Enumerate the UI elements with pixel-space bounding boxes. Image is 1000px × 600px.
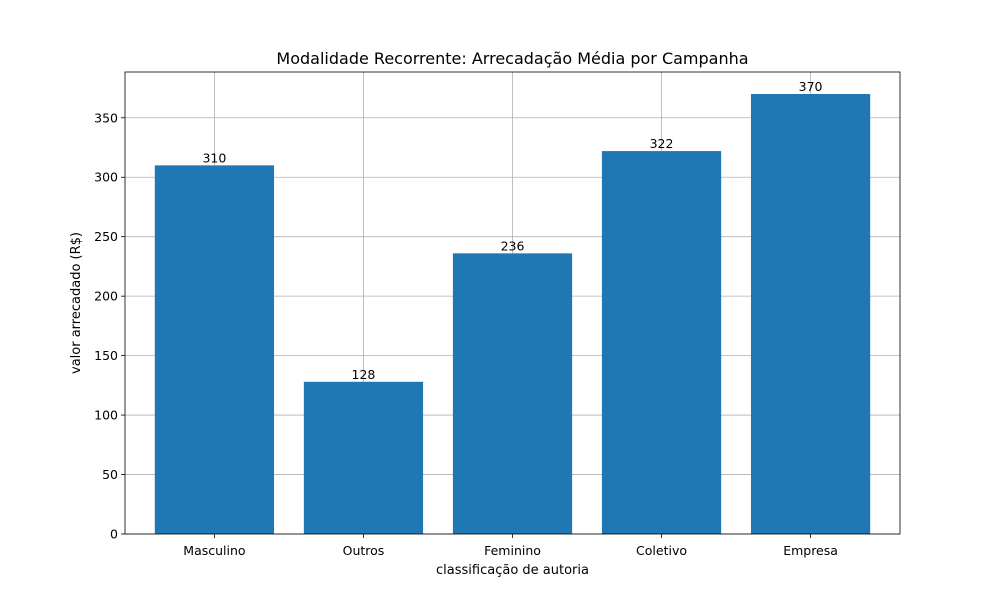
y-tick-label: 100 — [94, 408, 118, 423]
x-tick-label: Outros — [343, 543, 385, 558]
y-tick-label: 350 — [94, 110, 118, 125]
bar — [154, 165, 275, 534]
x-tick-label: Feminino — [484, 543, 541, 558]
y-axis-ticks: 0 50 100 150 200 250 300 350 — [94, 110, 125, 542]
y-tick-label: 250 — [94, 229, 118, 244]
bar — [750, 94, 871, 534]
y-tick-label: 150 — [94, 348, 118, 363]
x-tick-label: Coletivo — [636, 543, 687, 558]
data-label: 236 — [501, 238, 525, 253]
y-axis-label: valor arrecadado (R$) — [69, 232, 84, 374]
bar — [601, 151, 722, 534]
x-tick-label: Empresa — [783, 543, 838, 558]
chart-title: Modalidade Recorrente: Arrecadação Média… — [276, 49, 748, 68]
x-axis-ticks: Masculino Outros Feminino Coletivo Empresa — [183, 534, 838, 558]
y-tick-label: 300 — [94, 170, 118, 185]
y-tick-label: 50 — [102, 467, 118, 482]
data-labels: 310 128 236 322 370 — [202, 79, 822, 382]
x-axis-label: classificação de autoria — [436, 563, 589, 578]
bar — [303, 381, 424, 534]
bar — [452, 253, 573, 534]
x-tick-label: Masculino — [183, 543, 245, 558]
bars — [154, 94, 871, 534]
y-tick-label: 0 — [110, 527, 118, 542]
data-label: 322 — [650, 136, 674, 151]
data-label: 128 — [352, 367, 376, 382]
data-label: 310 — [202, 150, 226, 165]
y-tick-label: 200 — [94, 289, 118, 304]
data-label: 370 — [799, 79, 823, 94]
